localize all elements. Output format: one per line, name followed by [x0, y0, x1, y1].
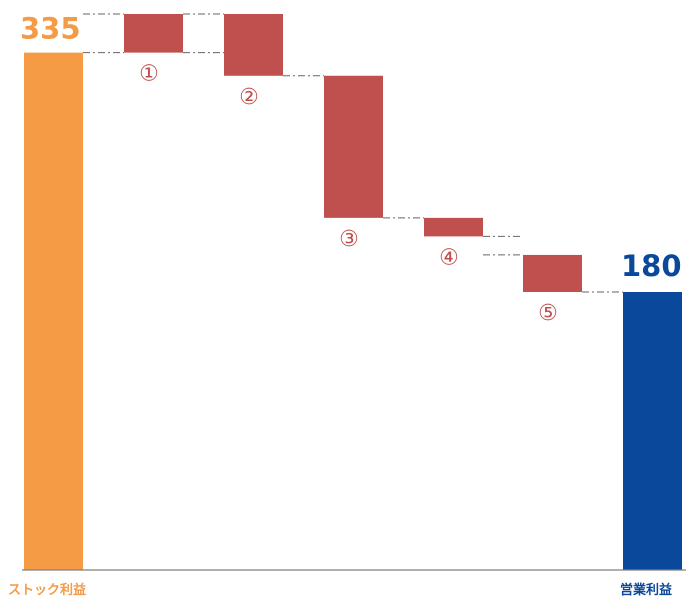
step-bar-2	[224, 14, 283, 76]
connector-lines	[83, 13, 623, 293]
step-label-3: ③	[339, 227, 359, 252]
end-category-label: 営業利益	[620, 582, 672, 597]
step-label-5: ⑤	[538, 301, 558, 326]
step-bar-3	[324, 75, 383, 218]
step-bar-4	[424, 217, 483, 237]
step-bar-5	[523, 254, 582, 292]
start-category-label: ストック利益	[8, 582, 86, 597]
labels-layer: 335 ストック利益 ① ② ③ ④ ⑤ 180 営業利益	[8, 12, 682, 597]
step-label-1: ①	[139, 62, 159, 87]
bar-end	[623, 292, 682, 570]
step-label-4: ④	[439, 245, 459, 270]
bars-layer	[24, 14, 682, 571]
bar-start	[24, 52, 83, 571]
start-value-label: 335	[20, 12, 81, 46]
step-label-2: ②	[239, 85, 259, 110]
end-value-label: 180	[621, 249, 682, 283]
step-bar-1	[124, 14, 183, 53]
